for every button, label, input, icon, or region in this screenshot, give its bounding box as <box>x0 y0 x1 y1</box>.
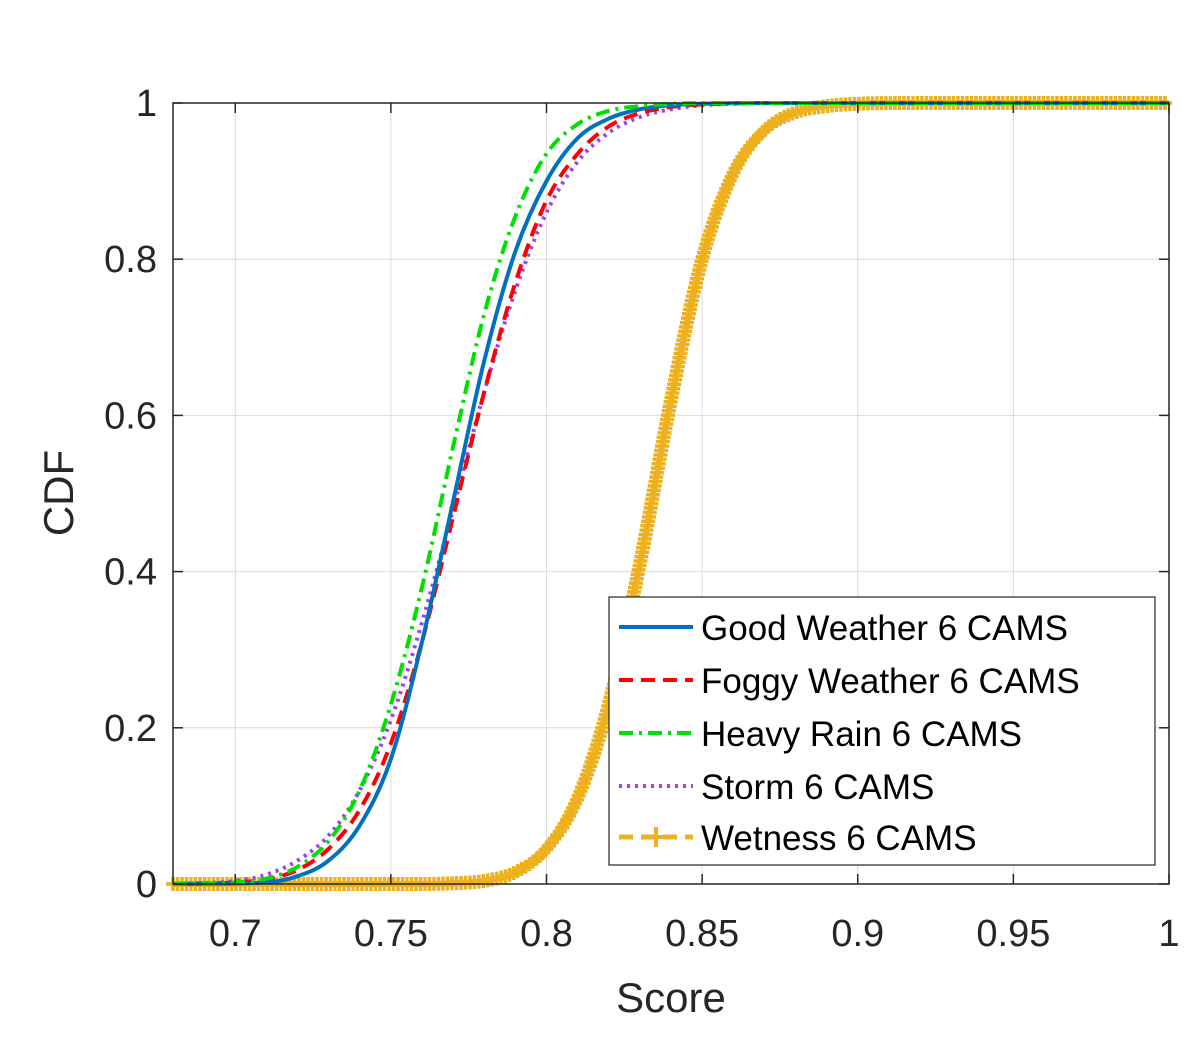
y-tick-label: 0.4 <box>104 552 157 594</box>
y-tick-label: 0.2 <box>104 708 157 750</box>
axis-ticks <box>173 102 1170 885</box>
x-tick-labels: 0.7 0.75 0.8 0.85 0.9 0.95 1 <box>209 913 1180 955</box>
series-line-storm-6-cams <box>172 101 1169 886</box>
y-axis-label: CDF <box>35 450 82 536</box>
y-tick-label: 0.6 <box>104 395 157 437</box>
legend-label-heavy-rain: Heavy Rain 6 CAMS <box>701 715 1022 754</box>
legend-label-storm: Storm 6 CAMS <box>701 768 934 807</box>
x-tick-label: 0.8 <box>520 913 573 955</box>
legend-box <box>608 596 1156 866</box>
x-tick-label: 0.85 <box>665 913 739 955</box>
plot-frame <box>172 102 1170 885</box>
x-tick-label: 0.9 <box>831 913 884 955</box>
legend-label-wetness: Wetness 6 CAMS <box>701 819 977 858</box>
x-tick-label: 0.7 <box>209 913 262 955</box>
legend-label-good-weather: Good Weather 6 CAMS <box>701 609 1068 648</box>
legend-marker-wetness <box>646 827 666 847</box>
series-line-heavy-rain-6-cams <box>172 100 1169 886</box>
x-tick-label: 1 <box>1158 913 1179 955</box>
y-tick-label: 1 <box>136 83 157 125</box>
legend-label-foggy-weather: Foggy Weather 6 CAMS <box>701 662 1080 701</box>
x-tick-label: 0.75 <box>354 913 428 955</box>
y-tick-labels: 0 0.2 0.4 0.6 0.8 1 <box>104 83 157 906</box>
y-tick-label: 0 <box>136 864 157 906</box>
legend: Good Weather 6 CAMS Foggy Weather 6 CAMS… <box>608 596 1156 866</box>
y-tick-label: 0.8 <box>104 239 157 281</box>
x-axis-label: Score <box>616 974 726 1021</box>
x-tick-label: 0.95 <box>976 913 1050 955</box>
